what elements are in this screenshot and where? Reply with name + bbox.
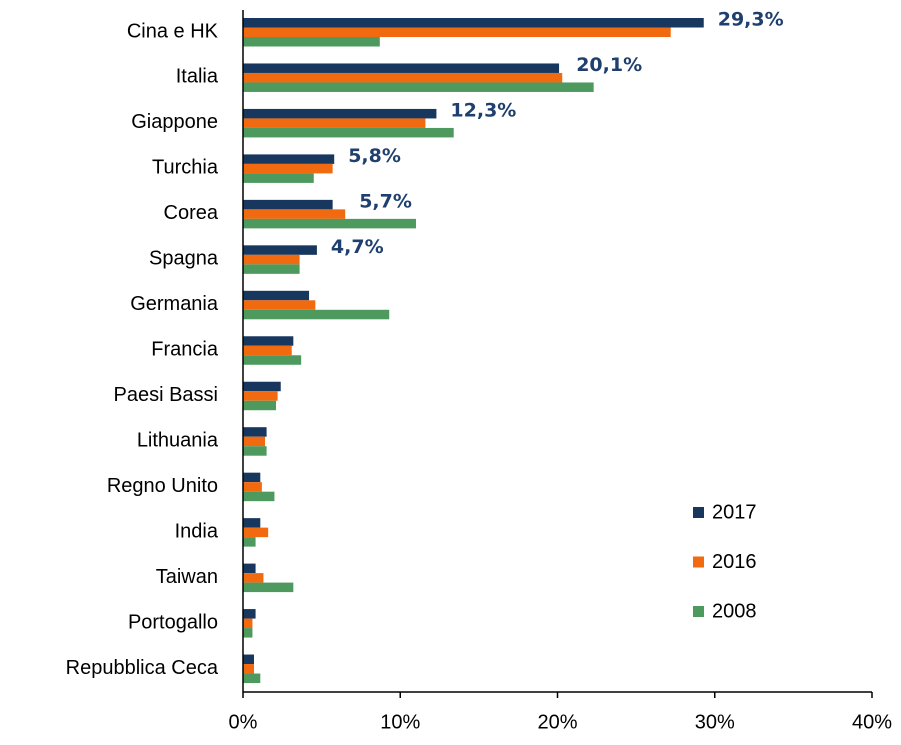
value-label: 4,7% [331,236,384,258]
bar [243,355,302,365]
bar [243,127,454,138]
bar [243,491,275,502]
bar [243,63,560,73]
category-label: Repubblica Ceca [66,657,219,679]
bar [243,391,278,401]
bar [243,573,264,583]
bar [243,218,416,229]
bar [243,518,261,528]
bar [243,173,314,183]
bar [243,381,281,392]
bar [243,563,256,574]
category-label: Cina e HK [127,20,219,42]
legend-label: 2008 [712,600,757,622]
x-tick-label: 10% [380,711,420,733]
bar [243,345,292,356]
bar [243,664,255,674]
category-label: Spagna [149,248,219,270]
bar [243,336,294,346]
bar [243,209,346,219]
category-label: Germania [130,293,219,315]
bar [243,527,269,538]
bar [243,245,317,255]
bar [243,82,594,92]
bar [243,27,671,37]
bar [243,628,253,638]
value-label: 29,3% [718,9,784,31]
category-label: Paesi Bassi [114,384,219,406]
x-tick-label: 40% [852,711,892,733]
bar [243,199,333,210]
bar [243,163,333,174]
value-label: 20,1% [576,54,642,76]
legend-swatch [693,507,704,518]
bar [243,427,267,437]
category-label: Taiwan [156,566,218,588]
legend-swatch [693,556,704,568]
bar [243,654,255,665]
x-tick-label: 0% [229,711,258,733]
category-label: India [175,520,219,542]
bar [243,472,261,483]
legend-label: 2017 [712,501,757,523]
bar [243,18,704,28]
bar [243,537,256,547]
category-label: Lithuania [137,429,219,451]
bar [243,609,256,619]
category-label: Francia [151,339,219,361]
category-label: Regno Unito [107,475,218,497]
category-label: Turchia [152,157,219,179]
value-label: 5,8% [348,145,401,167]
bar [243,108,437,119]
bar [243,436,266,447]
bar [243,254,300,265]
legend-label: 2016 [712,551,757,573]
bar [243,618,253,629]
bar [243,118,426,128]
bar [243,264,300,274]
bar [243,400,277,411]
category-label: Giappone [131,111,218,133]
value-label: 12,3% [450,99,516,121]
category-label: Italia [176,66,219,88]
category-label: Portogallo [128,611,218,633]
category-label: Corea [164,202,219,224]
legend-swatch [693,606,704,617]
bar [243,673,261,684]
x-tick-label: 30% [695,711,735,733]
bar [243,154,335,164]
bar [243,446,267,456]
bar [243,300,316,310]
value-label: 5,7% [359,190,412,212]
bar [243,72,563,83]
bar [243,37,380,47]
bar [243,290,310,301]
bar [243,309,390,320]
bar [243,482,262,492]
bar [243,582,294,593]
x-tick-label: 20% [537,711,577,733]
